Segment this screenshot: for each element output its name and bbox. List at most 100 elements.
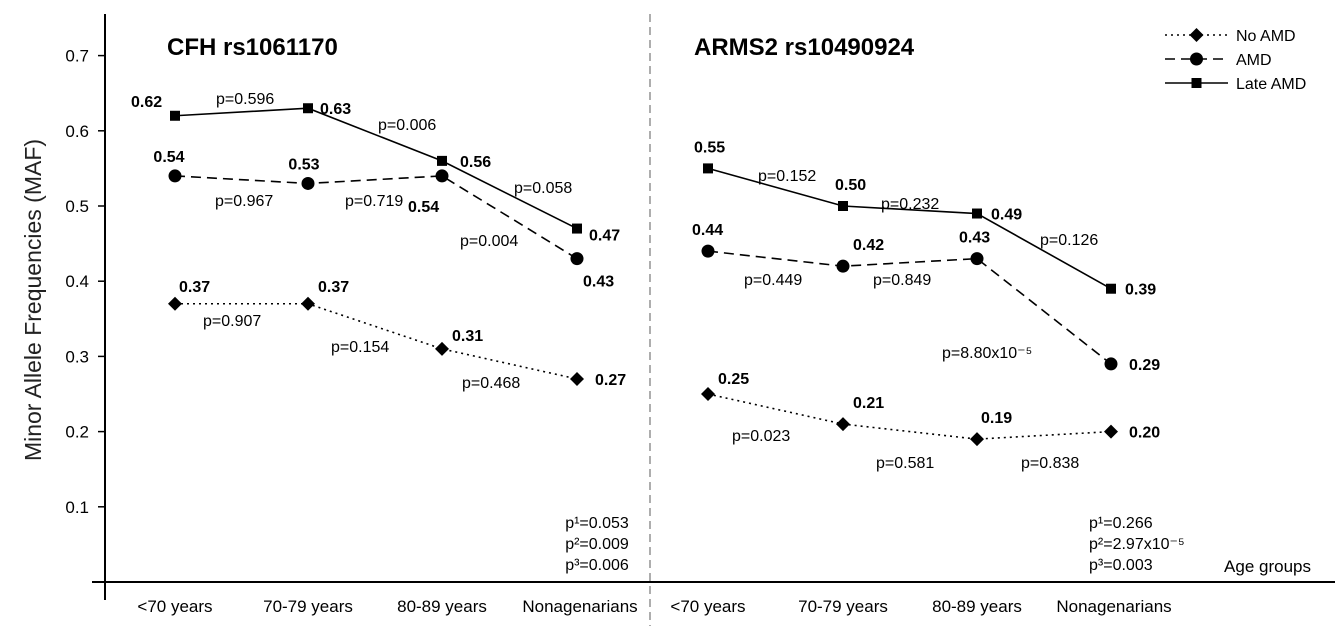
diamond-marker	[301, 296, 315, 311]
segment-p-value: p=0.058	[514, 180, 572, 197]
diamond-marker	[168, 296, 182, 311]
series-line	[707, 250, 1112, 365]
data-label: 0.43	[583, 274, 614, 291]
square-marker	[303, 103, 313, 114]
data-label: 0.55	[694, 139, 725, 156]
x-tick-label: Nonagenarians	[1056, 597, 1171, 616]
diamond-marker	[970, 432, 984, 447]
data-label: 0.25	[718, 371, 749, 388]
x-tick-label: 80-89 years	[397, 597, 487, 616]
diamond-marker	[570, 371, 584, 386]
segment-p-value: p=0.907	[203, 313, 261, 330]
data-label: 0.20	[1129, 425, 1160, 442]
diamond-marker	[1104, 424, 1118, 439]
segment-p-value: p=0.126	[1040, 232, 1098, 249]
square-marker	[437, 155, 447, 166]
y-axis-label: Minor Allele Frequencies (MAF)	[20, 139, 46, 461]
square-marker	[703, 163, 713, 174]
legend-label: AMD	[1236, 52, 1272, 69]
segment-p-value: p=0.468	[462, 375, 520, 392]
data-label: 0.31	[452, 328, 483, 345]
data-label: 0.62	[131, 94, 162, 111]
square-marker	[838, 201, 848, 211]
circle-marker	[836, 259, 850, 273]
square-marker	[1106, 283, 1116, 294]
data-label: 0.27	[595, 372, 626, 389]
data-label: 0.29	[1129, 357, 1160, 374]
x-tick-label: Nonagenarians	[522, 597, 637, 616]
legend-label: Late AMD	[1236, 76, 1306, 93]
segment-p-value: p=0.967	[215, 193, 273, 210]
data-label: 0.37	[318, 279, 349, 296]
data-label: 0.43	[959, 230, 990, 247]
circle-marker	[1190, 52, 1203, 66]
data-label: 0.63	[320, 101, 351, 118]
circle-marker	[1104, 357, 1118, 371]
y-tick-label: 0.5	[65, 197, 89, 216]
data-label: 0.39	[1125, 282, 1156, 299]
diamond-marker	[435, 341, 449, 356]
segment-p-value: p=0.849	[873, 272, 931, 289]
series-line	[707, 167, 1112, 290]
segment-p-value: p=0.023	[732, 428, 790, 445]
circle-marker	[168, 169, 182, 183]
circle-marker	[301, 176, 315, 190]
square-marker	[972, 208, 982, 219]
y-tick-label: 0.4	[65, 272, 89, 291]
data-label: 0.37	[179, 279, 210, 296]
summary-p-value: p¹=0.053	[565, 515, 629, 532]
segment-p-value: p=0.449	[744, 272, 802, 289]
y-tick-label: 0.6	[65, 122, 89, 141]
segment-p-value: p=0.152	[758, 168, 816, 185]
diamond-marker	[836, 417, 850, 432]
segment-p-value: p=0.006	[378, 117, 436, 134]
segment-p-value: p=0.838	[1021, 455, 1079, 472]
diamond-marker	[1189, 28, 1204, 42]
series-line	[174, 175, 578, 260]
circle-marker	[435, 169, 449, 183]
segment-p-value: p=0.004	[460, 233, 518, 250]
segment-p-value: p=0.719	[345, 193, 403, 210]
x-tick-label: <70 years	[670, 597, 745, 616]
data-label: 0.44	[692, 222, 723, 239]
data-label: 0.53	[288, 156, 319, 173]
circle-marker	[570, 252, 584, 266]
square-marker	[170, 110, 180, 121]
segment-p-value: p=0.581	[876, 455, 934, 472]
data-label: 0.50	[835, 177, 866, 194]
summary-p-value: p³=0.003	[1089, 557, 1153, 574]
data-label: 0.21	[853, 395, 884, 412]
legend-label: No AMD	[1236, 28, 1296, 45]
segment-p-value: p=0.154	[331, 339, 389, 356]
y-tick-label: 0.2	[65, 423, 89, 442]
data-label: 0.54	[153, 149, 184, 166]
y-tick-label: 0.1	[65, 498, 89, 517]
circle-marker	[970, 252, 984, 266]
data-label: 0.47	[589, 228, 620, 245]
series-line	[174, 107, 578, 230]
summary-p-value: p¹=0.266	[1089, 515, 1153, 532]
data-label: 0.54	[408, 199, 439, 216]
segment-p-value: p=0.596	[216, 91, 274, 108]
square-marker	[572, 223, 582, 234]
data-label: 0.49	[991, 207, 1022, 224]
summary-p-value: p²=2.97x10⁻⁵	[1089, 536, 1185, 553]
x-tick-label: <70 years	[137, 597, 212, 616]
data-label: 0.56	[460, 154, 491, 171]
series-line	[175, 302, 578, 380]
panel-title: ARMS2 rs10490924	[694, 34, 915, 61]
data-label: 0.19	[981, 410, 1012, 427]
x-tick-label: 80-89 years	[932, 597, 1022, 616]
panel-title: CFH rs1061170	[167, 34, 338, 61]
series-line	[707, 393, 1112, 440]
x-tick-label: 70-79 years	[798, 597, 888, 616]
summary-p-value: p²=0.009	[565, 536, 629, 553]
data-label: 0.42	[853, 237, 884, 254]
x-tick-label: 70-79 years	[263, 597, 353, 616]
diamond-marker	[701, 387, 715, 401]
y-tick-label: 0.7	[65, 47, 89, 66]
summary-p-value: p³=0.006	[565, 557, 629, 574]
x-axis-label: Age groups	[1224, 557, 1311, 576]
circle-marker	[701, 244, 715, 258]
